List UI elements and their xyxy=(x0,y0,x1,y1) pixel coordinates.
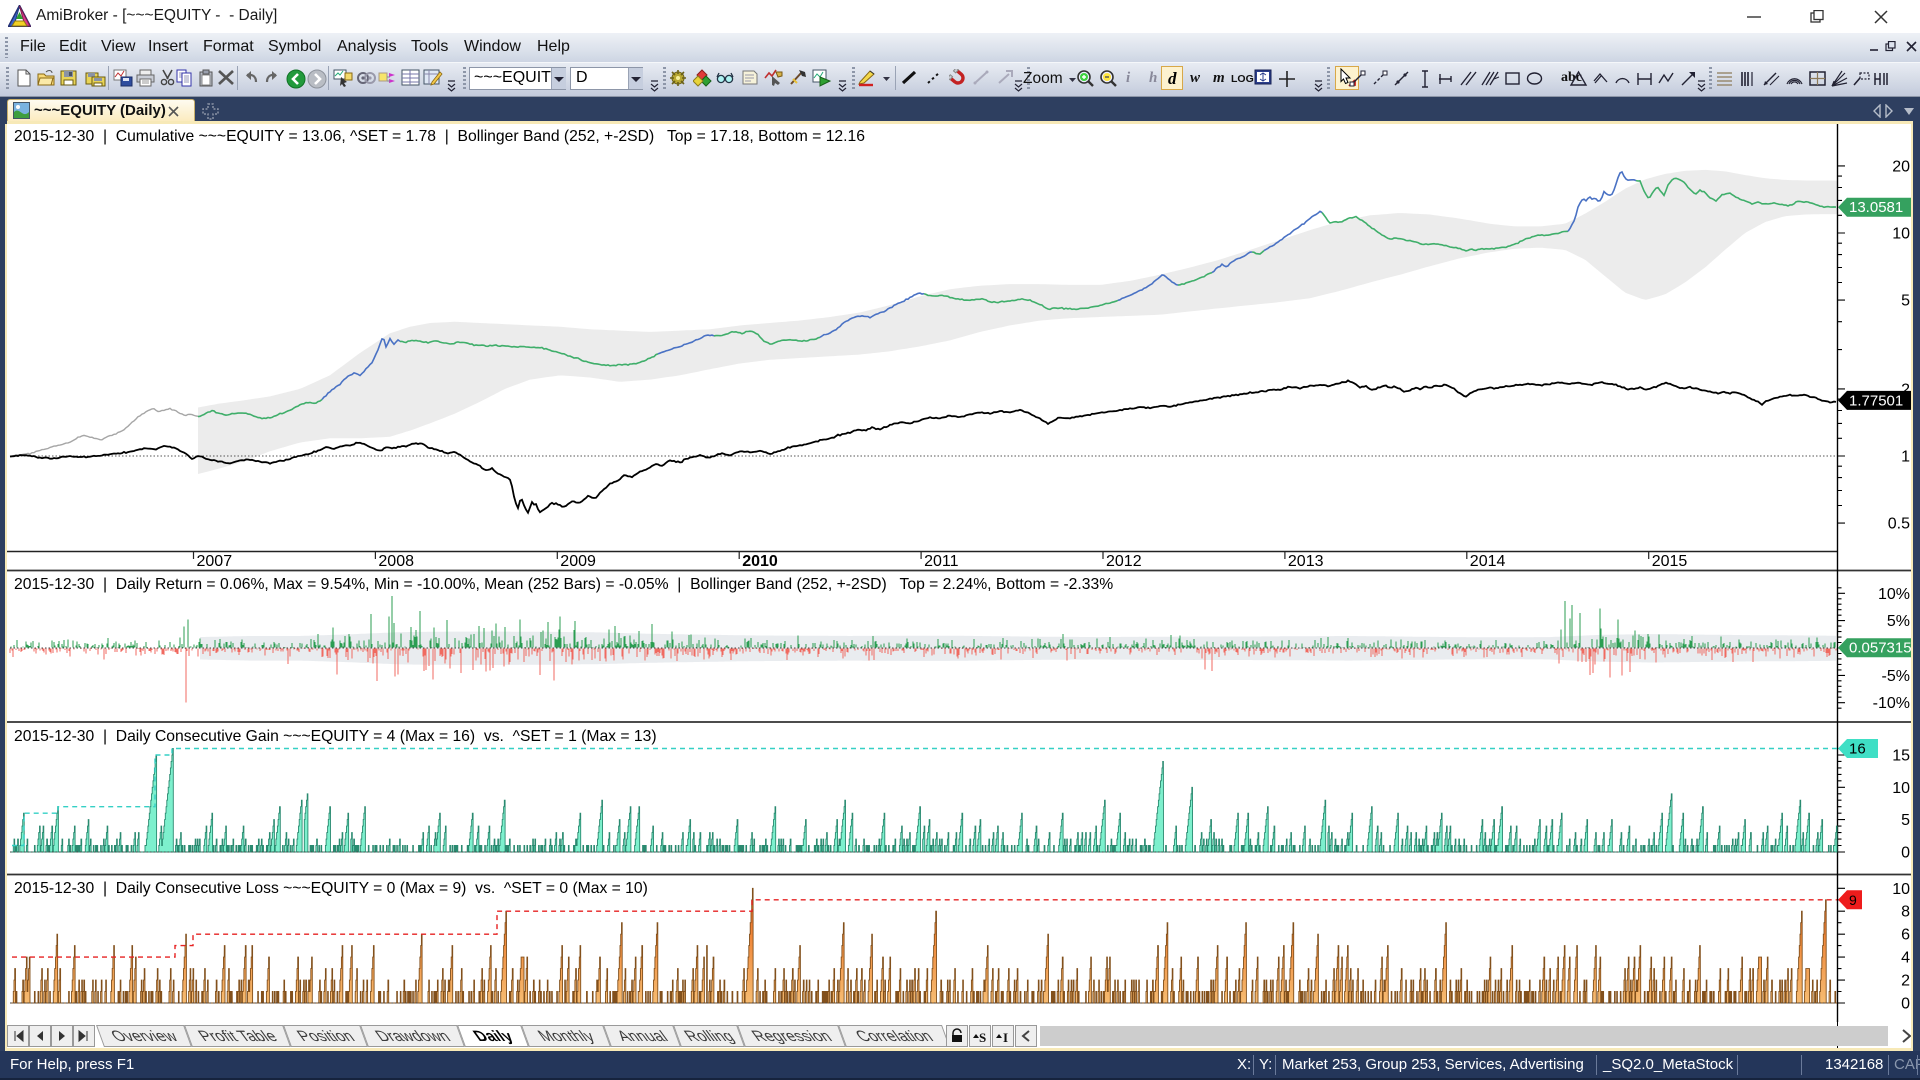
svg-text:10: 10 xyxy=(1892,780,1910,797)
svg-text:0: 0 xyxy=(1901,845,1910,862)
svg-text:2: 2 xyxy=(1901,381,1910,398)
svg-text:5: 5 xyxy=(1901,293,1910,310)
svg-text:20: 20 xyxy=(1892,158,1910,175)
svg-text:5%: 5% xyxy=(1887,613,1910,630)
svg-text:2012: 2012 xyxy=(1106,553,1142,570)
svg-text:2008: 2008 xyxy=(378,553,414,570)
svg-text:1.77501: 1.77501 xyxy=(1849,392,1903,409)
svg-text:16: 16 xyxy=(1849,741,1866,758)
svg-text:10: 10 xyxy=(1892,881,1910,898)
svg-text:2010: 2010 xyxy=(742,553,778,570)
svg-text:S: S xyxy=(979,1030,986,1045)
svg-text:15: 15 xyxy=(1892,748,1910,765)
svg-text:I: I xyxy=(1003,1030,1008,1045)
svg-text:0: 0 xyxy=(1901,996,1910,1013)
svg-text:6: 6 xyxy=(1901,927,1910,944)
svg-text:2007: 2007 xyxy=(197,553,233,570)
svg-text:2009: 2009 xyxy=(560,553,596,570)
svg-text:10: 10 xyxy=(1892,226,1910,243)
svg-text:-5%: -5% xyxy=(1882,668,1910,685)
svg-text:-10%: -10% xyxy=(1873,695,1910,712)
svg-text:4: 4 xyxy=(1901,950,1910,967)
svg-text:2015-12-30 | Cumulative ~~~E: 2015-12-30 | Cumulative ~~~EQUITY = 13.0… xyxy=(14,128,865,145)
svg-text:2011: 2011 xyxy=(924,553,959,570)
svg-text:2015-12-30 | Daily Return =: 2015-12-30 | Daily Return = 0.06%, Max =… xyxy=(14,576,1113,593)
svg-text:13.0581: 13.0581 xyxy=(1849,199,1903,216)
svg-text:2015: 2015 xyxy=(1652,553,1688,570)
svg-text:1: 1 xyxy=(1901,449,1910,466)
svg-text:9: 9 xyxy=(1849,892,1857,908)
svg-text:2: 2 xyxy=(1901,973,1910,990)
svg-text:0.5: 0.5 xyxy=(1888,516,1910,533)
svg-text:2015-12-30 | Daily Consecuti: 2015-12-30 | Daily Consecutive Gain ~~~E… xyxy=(14,728,657,745)
svg-text:0.057315: 0.057315 xyxy=(1849,640,1912,657)
svg-text:10%: 10% xyxy=(1878,586,1910,603)
svg-text:2014: 2014 xyxy=(1470,553,1506,570)
svg-text:2013: 2013 xyxy=(1288,553,1324,570)
svg-text:5: 5 xyxy=(1901,812,1910,829)
svg-text:8: 8 xyxy=(1901,904,1910,921)
svg-text:2015-12-30 | Daily Consecuti: 2015-12-30 | Daily Consecutive Loss ~~~E… xyxy=(14,880,648,897)
